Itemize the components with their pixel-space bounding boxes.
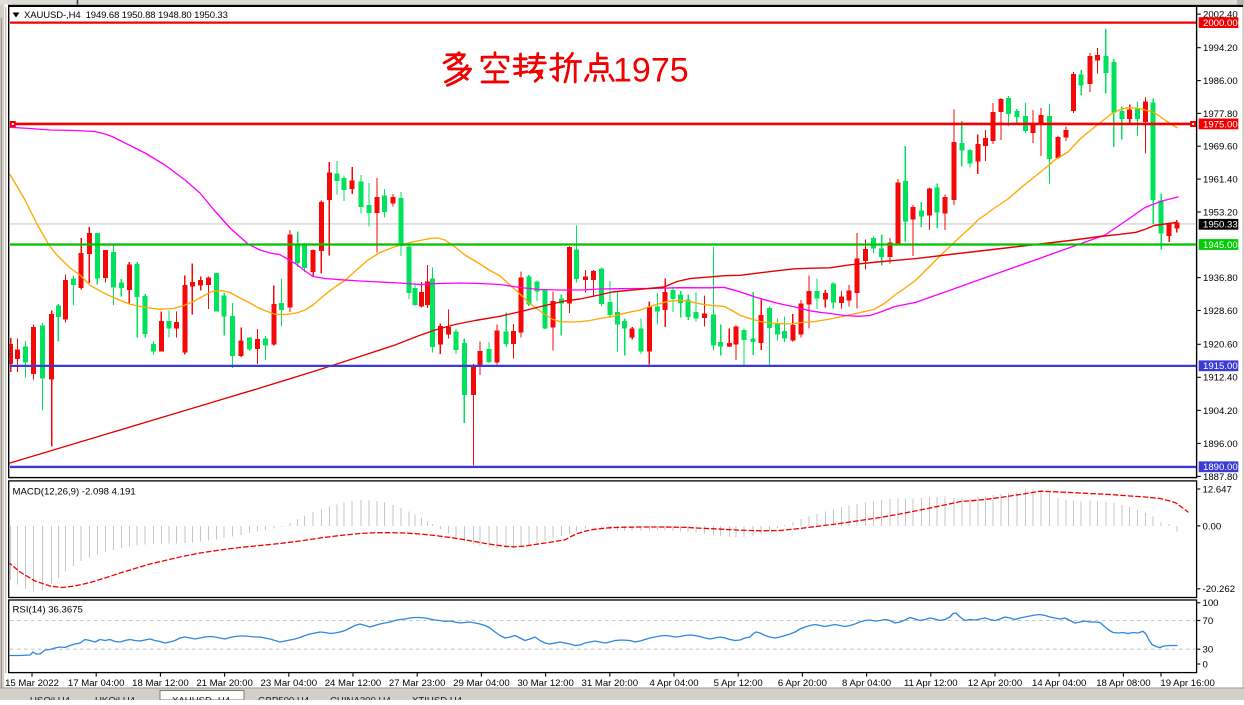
svg-text:2000.00: 2000.00 xyxy=(1203,18,1238,29)
svg-text:MACD(12,26,9) -2.098 4.191: MACD(12,26,9) -2.098 4.191 xyxy=(13,487,136,498)
svg-text:24 Mar 12:00: 24 Mar 12:00 xyxy=(325,678,382,689)
svg-text:15 Mar 2022: 15 Mar 2022 xyxy=(5,678,59,689)
svg-text:29 Mar 04:00: 29 Mar 04:00 xyxy=(453,678,510,689)
svg-text:1887.80: 1887.80 xyxy=(1203,472,1238,483)
svg-text:1896.00: 1896.00 xyxy=(1203,439,1238,450)
svg-text:GBP500,H4: GBP500,H4 xyxy=(258,696,310,701)
svg-text:18 Apr 08:00: 18 Apr 08:00 xyxy=(1096,678,1150,689)
svg-text:1928.60: 1928.60 xyxy=(1203,306,1238,317)
svg-text:30 Mar 12:00: 30 Mar 12:00 xyxy=(517,678,574,689)
svg-text:11 Apr 12:00: 11 Apr 12:00 xyxy=(904,678,958,689)
svg-text:70: 70 xyxy=(1203,616,1214,627)
svg-text:18 Mar 12:00: 18 Mar 12:00 xyxy=(132,678,189,689)
svg-text:8 Apr 04:00: 8 Apr 04:00 xyxy=(842,678,891,689)
svg-text:0.00: 0.00 xyxy=(1203,521,1222,532)
svg-text:XTIUSD,H4: XTIUSD,H4 xyxy=(412,696,463,701)
svg-text:2002.40: 2002.40 xyxy=(1203,10,1238,21)
svg-text:31 Mar 20:00: 31 Mar 20:00 xyxy=(582,678,639,689)
svg-text:-20.262: -20.262 xyxy=(1203,584,1236,595)
svg-text:5 Apr 12:00: 5 Apr 12:00 xyxy=(714,678,763,689)
svg-text:30: 30 xyxy=(1203,645,1214,656)
svg-text:6 Apr 20:00: 6 Apr 20:00 xyxy=(778,678,827,689)
svg-text:1920.60: 1920.60 xyxy=(1203,340,1238,351)
svg-text:17 Mar 04:00: 17 Mar 04:00 xyxy=(68,678,125,689)
svg-text:1961.40: 1961.40 xyxy=(1203,175,1238,186)
svg-text:12 Apr 20:00: 12 Apr 20:00 xyxy=(968,678,1022,689)
svg-text:1975.00: 1975.00 xyxy=(1203,119,1238,130)
svg-text:1986.00: 1986.00 xyxy=(1203,76,1238,87)
svg-text:12.647: 12.647 xyxy=(1203,484,1232,495)
svg-text:1975: 1975 xyxy=(613,52,689,90)
svg-text:1969.60: 1969.60 xyxy=(1203,142,1238,153)
svg-text:1912.40: 1912.40 xyxy=(1203,373,1238,384)
svg-text:1950.33: 1950.33 xyxy=(1203,220,1238,231)
svg-text:21 Mar 20:00: 21 Mar 20:00 xyxy=(196,678,253,689)
svg-text:4 Apr 04:00: 4 Apr 04:00 xyxy=(649,678,698,689)
svg-text:1904.20: 1904.20 xyxy=(1203,406,1238,417)
svg-text:XAUUSD-,H4 1949.68 1950.88 19: XAUUSD-,H4 1949.68 1950.88 1948.80 1950.… xyxy=(24,10,228,21)
svg-text:14 Apr 04:00: 14 Apr 04:00 xyxy=(1032,678,1086,689)
svg-text:USOil,H4: USOil,H4 xyxy=(30,696,71,701)
svg-text:27 Mar 23:00: 27 Mar 23:00 xyxy=(389,678,446,689)
svg-text:1915.00: 1915.00 xyxy=(1203,361,1238,372)
svg-text:UKOil,H4: UKOil,H4 xyxy=(95,696,136,701)
svg-text:CHINA300,H4: CHINA300,H4 xyxy=(330,696,391,701)
svg-text:100: 100 xyxy=(1203,598,1219,609)
svg-text:1890.00: 1890.00 xyxy=(1203,462,1238,473)
svg-text:1994.20: 1994.20 xyxy=(1203,43,1238,54)
svg-text:1977.80: 1977.80 xyxy=(1203,109,1238,120)
svg-text:RSI(14) 36.3675: RSI(14) 36.3675 xyxy=(13,605,83,616)
svg-text:0: 0 xyxy=(1203,659,1208,670)
svg-text:23 Mar 04:00: 23 Mar 04:00 xyxy=(261,678,318,689)
svg-text:1936.80: 1936.80 xyxy=(1203,273,1238,284)
svg-text:19 Apr 16:00: 19 Apr 16:00 xyxy=(1160,678,1214,689)
svg-text:1953.20: 1953.20 xyxy=(1203,207,1238,218)
svg-text:XAUUSD-,H4: XAUUSD-,H4 xyxy=(172,696,231,701)
svg-text:1945.00: 1945.00 xyxy=(1203,240,1238,251)
